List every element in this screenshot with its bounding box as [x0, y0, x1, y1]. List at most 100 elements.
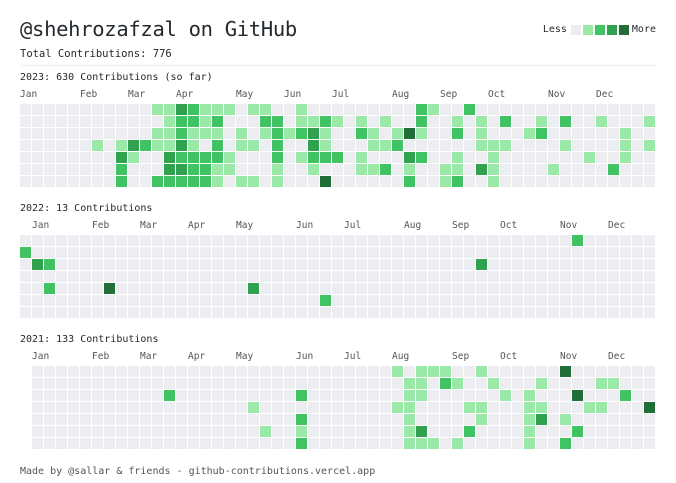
contribution-day[interactable]: [188, 366, 199, 377]
contribution-day[interactable]: [596, 176, 607, 187]
contribution-day[interactable]: [596, 140, 607, 151]
contribution-day[interactable]: [272, 295, 283, 306]
contribution-day[interactable]: [32, 152, 43, 163]
contribution-day[interactable]: [104, 426, 115, 437]
contribution-day[interactable]: [404, 378, 415, 389]
contribution-day[interactable]: [488, 390, 499, 401]
contribution-day[interactable]: [80, 438, 91, 449]
contribution-day[interactable]: [536, 164, 547, 175]
contribution-day[interactable]: [632, 116, 643, 127]
contribution-day[interactable]: [380, 438, 391, 449]
contribution-day[interactable]: [572, 295, 583, 306]
contribution-day[interactable]: [380, 283, 391, 294]
contribution-day[interactable]: [128, 378, 139, 389]
contribution-day[interactable]: [644, 116, 655, 127]
contribution-day[interactable]: [548, 307, 559, 318]
contribution-day[interactable]: [344, 164, 355, 175]
contribution-day[interactable]: [548, 152, 559, 163]
contribution-day[interactable]: [248, 104, 259, 115]
contribution-day[interactable]: [188, 116, 199, 127]
contribution-day[interactable]: [440, 366, 451, 377]
contribution-day[interactable]: [32, 390, 43, 401]
contribution-day[interactable]: [296, 307, 307, 318]
contribution-day[interactable]: [128, 271, 139, 282]
contribution-day[interactable]: [332, 307, 343, 318]
contribution-day[interactable]: [164, 164, 175, 175]
contribution-day[interactable]: [320, 426, 331, 437]
contribution-day[interactable]: [92, 390, 103, 401]
contribution-day[interactable]: [644, 438, 655, 449]
contribution-day[interactable]: [236, 152, 247, 163]
contribution-day[interactable]: [272, 128, 283, 139]
contribution-day[interactable]: [128, 152, 139, 163]
contribution-day[interactable]: [284, 116, 295, 127]
contribution-day[interactable]: [380, 378, 391, 389]
contribution-day[interactable]: [272, 438, 283, 449]
contribution-day[interactable]: [476, 390, 487, 401]
contribution-day[interactable]: [572, 283, 583, 294]
contribution-day[interactable]: [236, 271, 247, 282]
contribution-day[interactable]: [68, 390, 79, 401]
contribution-day[interactable]: [224, 402, 235, 413]
contribution-day[interactable]: [32, 116, 43, 127]
contribution-day[interactable]: [536, 176, 547, 187]
contribution-day[interactable]: [44, 116, 55, 127]
contribution-day[interactable]: [584, 140, 595, 151]
contribution-day[interactable]: [200, 271, 211, 282]
contribution-day[interactable]: [440, 426, 451, 437]
contribution-day[interactable]: [116, 414, 127, 425]
contribution-day[interactable]: [56, 283, 67, 294]
contribution-day[interactable]: [236, 128, 247, 139]
contribution-day[interactable]: [560, 426, 571, 437]
contribution-day[interactable]: [200, 235, 211, 246]
contribution-day[interactable]: [212, 390, 223, 401]
contribution-day[interactable]: [164, 378, 175, 389]
contribution-day[interactable]: [596, 247, 607, 258]
contribution-day[interactable]: [200, 140, 211, 151]
contribution-day[interactable]: [452, 402, 463, 413]
contribution-day[interactable]: [452, 295, 463, 306]
contribution-day[interactable]: [524, 164, 535, 175]
contribution-day[interactable]: [68, 366, 79, 377]
contribution-day[interactable]: [428, 283, 439, 294]
contribution-day[interactable]: [68, 235, 79, 246]
contribution-day[interactable]: [584, 164, 595, 175]
contribution-day[interactable]: [536, 366, 547, 377]
contribution-day[interactable]: [644, 271, 655, 282]
contribution-day[interactable]: [236, 247, 247, 258]
contribution-day[interactable]: [404, 247, 415, 258]
contribution-day[interactable]: [44, 307, 55, 318]
contribution-day[interactable]: [188, 271, 199, 282]
contribution-day[interactable]: [104, 283, 115, 294]
contribution-day[interactable]: [104, 414, 115, 425]
contribution-day[interactable]: [644, 307, 655, 318]
contribution-day[interactable]: [260, 271, 271, 282]
contribution-day[interactable]: [188, 140, 199, 151]
contribution-day[interactable]: [536, 378, 547, 389]
contribution-day[interactable]: [512, 235, 523, 246]
contribution-day[interactable]: [404, 104, 415, 115]
contribution-day[interactable]: [332, 104, 343, 115]
contribution-day[interactable]: [416, 295, 427, 306]
contribution-day[interactable]: [212, 414, 223, 425]
contribution-day[interactable]: [260, 176, 271, 187]
contribution-day[interactable]: [356, 128, 367, 139]
contribution-day[interactable]: [548, 366, 559, 377]
contribution-day[interactable]: [572, 366, 583, 377]
contribution-day[interactable]: [200, 378, 211, 389]
contribution-day[interactable]: [128, 116, 139, 127]
contribution-day[interactable]: [272, 140, 283, 151]
contribution-day[interactable]: [320, 390, 331, 401]
contribution-day[interactable]: [56, 235, 67, 246]
contribution-day[interactable]: [152, 235, 163, 246]
contribution-day[interactable]: [464, 402, 475, 413]
contribution-day[interactable]: [140, 414, 151, 425]
contribution-day[interactable]: [56, 271, 67, 282]
contribution-day[interactable]: [620, 152, 631, 163]
contribution-day[interactable]: [152, 104, 163, 115]
contribution-day[interactable]: [368, 390, 379, 401]
contribution-day[interactable]: [188, 176, 199, 187]
contribution-day[interactable]: [212, 140, 223, 151]
contribution-day[interactable]: [188, 295, 199, 306]
contribution-day[interactable]: [500, 283, 511, 294]
